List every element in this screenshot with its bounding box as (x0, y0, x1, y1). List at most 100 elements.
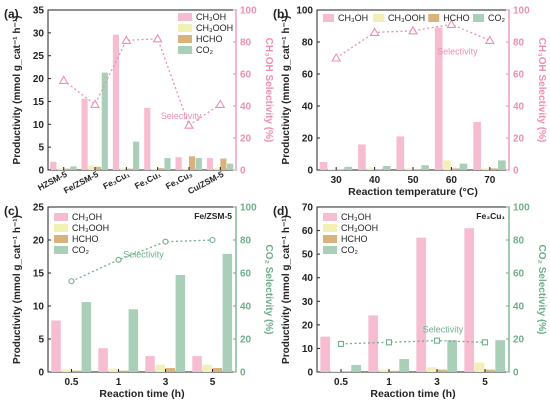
y-tick-label: 20 (302, 320, 314, 331)
bar-hcho-3 (213, 368, 223, 372)
bar-ch3ooh-1 (108, 369, 118, 372)
x-tick-label: 1 (386, 377, 392, 388)
panel-label: (a) (4, 7, 19, 21)
bar-ch3ooh-3 (202, 365, 212, 372)
panel-a: 05101520253035020406080100HZSM-5Fe/ZSM-5… (4, 6, 274, 197)
bar-ch3oh-1 (368, 315, 378, 372)
y2-tick-label: 40 (240, 302, 252, 313)
bar-co2-0 (344, 167, 352, 170)
y2-tick-label: 80 (513, 236, 525, 247)
bar-ch3ooh-2 (155, 365, 165, 372)
y-tick-label: 15 (33, 269, 45, 280)
legend-ch3ooh-label: CH₃OOH (196, 23, 233, 33)
legend-co2-swatch (178, 46, 192, 54)
y-axis-label: Productivity (mmol g_cat⁻¹ h⁻¹) (281, 215, 292, 364)
y2-tick-label: 60 (513, 269, 525, 280)
y-tick-label: 0 (307, 166, 313, 177)
x-axis-label: Reaction time (h) (99, 388, 184, 400)
bar-hcho-0 (341, 371, 351, 372)
legend-ch3ooh-swatch (178, 24, 192, 32)
y2-axis-label: CH₃OH Selectivity (%) (263, 38, 274, 143)
legend-hcho-label: HCHO (443, 13, 470, 23)
bar-co2-4 (498, 160, 506, 170)
bar-co2-1 (129, 309, 139, 372)
y2-tick-label: 20 (513, 134, 525, 145)
x-tick-label: 50 (407, 175, 419, 186)
y2-tick-label: 40 (240, 102, 252, 113)
selectivity-line (72, 240, 213, 281)
y-tick-label: 0 (38, 166, 44, 177)
y2-tick-label: 60 (513, 70, 525, 81)
legend-ch3ooh-swatch (323, 224, 337, 232)
legend-ch3ooh-label: CH₃OOH (341, 223, 378, 233)
y-tick-label: 0 (38, 368, 44, 379)
legend-ch3oh-swatch (323, 14, 334, 22)
legend-hcho-swatch (323, 235, 337, 243)
selectivity-point-1 (91, 100, 99, 107)
bar-hcho-2 (437, 370, 447, 372)
bar-ch3ooh-1 (366, 168, 374, 170)
y2-tick-label: 0 (240, 368, 246, 379)
bar-co2-3 (223, 254, 233, 372)
bar-ch3ooh-2 (405, 168, 413, 170)
y-tick-label: 0 (307, 368, 313, 379)
bar-ch3oh-1 (358, 144, 366, 170)
y2-axis-label: CO₂ Selectivity (%) (536, 244, 547, 334)
bar-ch3ooh-3 (475, 363, 485, 372)
bar-hcho-4 (189, 156, 195, 170)
bar-ch3oh-3 (464, 228, 474, 372)
legend-hcho-label: HCHO (196, 34, 223, 44)
y-axis-label: Productivity (mmol g_cat⁻¹ h⁻¹) (12, 215, 23, 364)
y2-tick-label: 60 (240, 269, 252, 280)
y-tick-label: 35 (33, 6, 45, 17)
legend-co2-swatch (473, 14, 484, 22)
bar-hcho-1 (375, 169, 383, 170)
legend-ch3oh-label: CH₃OH (72, 212, 102, 222)
bar-hcho-2 (166, 368, 176, 372)
bar-ch3ooh-0 (61, 369, 71, 372)
selectivity-point-0 (339, 341, 344, 346)
selectivity-point-0 (69, 279, 74, 284)
y-tick-label: 10 (33, 302, 45, 313)
legend-hcho-swatch (428, 14, 439, 22)
bar-co2-2 (176, 275, 186, 372)
bar-ch3oh-4 (176, 157, 182, 170)
bar-ch3oh-5 (207, 158, 213, 170)
y2-tick-label: 40 (513, 102, 525, 113)
x-tick-label: 3 (163, 377, 169, 388)
bar-ch3oh-4 (473, 122, 481, 170)
legend-ch3oh-swatch (54, 213, 68, 221)
y2-tick-label: 0 (240, 166, 246, 177)
bar-hcho-3 (158, 168, 164, 170)
selectivity-annotation: Selectivity (437, 46, 478, 56)
selectivity-point-3 (154, 35, 162, 42)
bar-co2-0 (70, 166, 76, 170)
y2-tick-label: 80 (513, 38, 525, 49)
selectivity-line (341, 341, 485, 344)
bar-ch3oh-1 (98, 348, 108, 372)
y2-tick-label: 100 (240, 6, 257, 17)
legend-ch3ooh-label: CH₃OOH (72, 223, 109, 233)
x-axis-label: Reaction time (h) (370, 388, 455, 400)
bar-co2-2 (447, 340, 457, 372)
y2-tick-label: 80 (240, 38, 252, 49)
bar-hcho-0 (64, 169, 70, 170)
x-tick-label: 5 (482, 377, 488, 388)
y-tick-label: 80 (302, 38, 314, 49)
y-tick-label: 40 (302, 102, 314, 113)
bar-hcho-1 (389, 371, 399, 372)
x-tick-label: Fe/ZSM-5 (62, 169, 100, 196)
bar-co2-1 (399, 359, 409, 372)
bar-ch3oh-3 (192, 356, 202, 372)
y-tick-label: 5 (38, 143, 44, 154)
x-tick-label: 30 (331, 175, 343, 186)
legend-ch3ooh-label: CH₃OOH (388, 13, 425, 23)
bar-ch3oh-2 (145, 356, 155, 372)
